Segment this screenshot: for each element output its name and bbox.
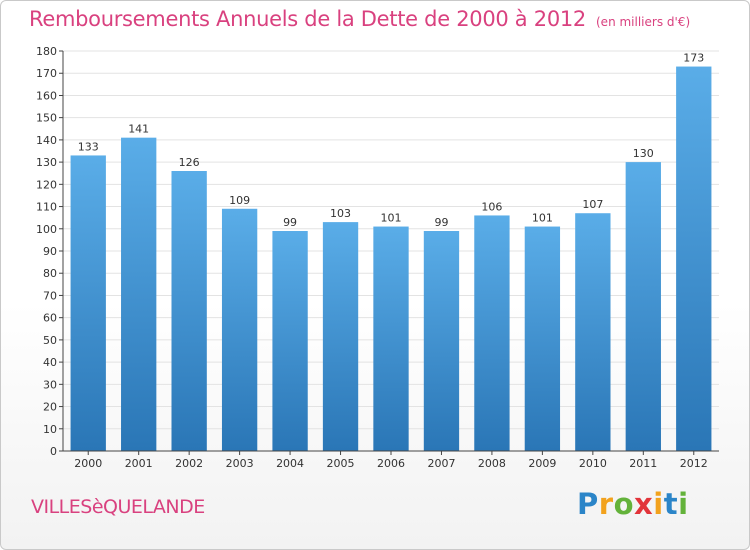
- x-tick-label: 2002: [175, 457, 203, 470]
- y-tick-label: 30: [43, 378, 57, 391]
- y-tick-label: 100: [36, 223, 57, 236]
- place-name: VILLESèQUELANDE: [31, 496, 205, 518]
- y-tick-label: 90: [43, 245, 57, 258]
- data-label: 133: [78, 140, 99, 153]
- y-tick-label: 160: [36, 89, 57, 102]
- bar: [70, 155, 106, 451]
- logo-letter: i: [653, 487, 664, 521]
- y-tick-label: 170: [36, 67, 57, 80]
- bar: [221, 208, 258, 451]
- x-tick-label: 2010: [579, 457, 607, 470]
- y-tick-label: 80: [43, 267, 57, 280]
- logo-letter: x: [634, 487, 654, 521]
- data-label: 130: [633, 147, 654, 160]
- bar-layer: [70, 66, 712, 452]
- bar: [322, 222, 359, 451]
- y-tick-label: 60: [43, 312, 57, 325]
- logo-letter: r: [598, 487, 614, 521]
- chart-unit: (en milliers d'€): [596, 15, 691, 29]
- x-tick-label: 2001: [125, 457, 153, 470]
- y-tick-label: 20: [43, 401, 57, 414]
- label-layer: 0 10 20 30 40 50 60 70 80 90 100 110 120 130 140 150 160…: [36, 45, 708, 470]
- x-tick-label: 2006: [377, 457, 405, 470]
- bar: [272, 231, 308, 451]
- bar: [423, 231, 460, 451]
- logo-letter: t: [663, 487, 679, 521]
- x-tick-label: 2007: [427, 457, 455, 470]
- data-label: 101: [381, 212, 402, 225]
- x-tick-label: 2004: [276, 457, 304, 470]
- y-tick-label: 50: [43, 334, 57, 347]
- y-tick-label: 110: [36, 201, 57, 214]
- x-tick-label: 2003: [226, 457, 254, 470]
- bar: [121, 137, 157, 451]
- data-label: 126: [179, 156, 200, 169]
- logo-letter: i: [678, 487, 689, 521]
- bar: [524, 226, 561, 451]
- x-tick-label: 2012: [680, 457, 708, 470]
- x-tick-label: 2009: [528, 457, 556, 470]
- chart-title-text: Remboursements Annuels de la Dette de 20…: [29, 7, 586, 31]
- bar: [373, 226, 409, 451]
- logo-letter: P: [577, 487, 599, 521]
- chart-title: Remboursements Annuels de la Dette de 20…: [29, 7, 690, 31]
- x-tick-label: 2008: [478, 457, 506, 470]
- data-label: 141: [128, 123, 149, 136]
- data-label: 101: [532, 212, 553, 225]
- bar: [575, 213, 611, 451]
- data-label: 99: [283, 216, 297, 229]
- proxiti-logo: Proxiti: [577, 487, 689, 521]
- y-tick-label: 130: [36, 156, 57, 169]
- data-label: 103: [330, 207, 351, 220]
- y-tick-label: 120: [36, 178, 57, 191]
- logo-letter: o: [613, 487, 635, 521]
- y-tick-label: 70: [43, 289, 57, 302]
- bar: [625, 162, 661, 451]
- data-label: 107: [582, 198, 603, 211]
- y-tick-label: 150: [36, 112, 57, 125]
- y-tick-label: 140: [36, 134, 57, 147]
- axis-layer: [59, 50, 719, 455]
- bar: [474, 215, 510, 451]
- data-label: 109: [229, 194, 250, 207]
- y-tick-label: 180: [36, 45, 57, 58]
- x-tick-label: 2011: [629, 457, 657, 470]
- data-label: 106: [481, 200, 502, 213]
- x-tick-label: 2000: [74, 457, 102, 470]
- y-tick-label: 0: [50, 445, 57, 458]
- bar: [676, 66, 712, 452]
- x-tick-label: 2005: [327, 457, 355, 470]
- y-tick-label: 40: [43, 356, 57, 369]
- data-label: 173: [683, 52, 704, 65]
- bar: [171, 171, 207, 451]
- data-label: 99: [434, 216, 448, 229]
- y-tick-label: 10: [43, 423, 57, 436]
